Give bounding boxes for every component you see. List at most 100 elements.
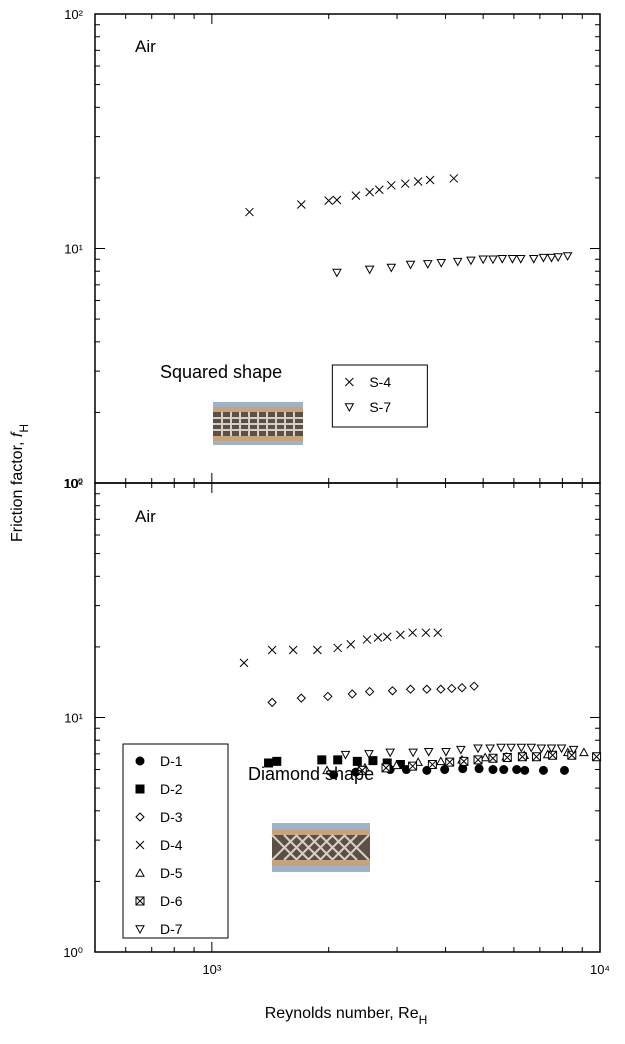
point [579,747,589,757]
point [440,765,450,775]
y-tick-label: 10¹ [64,242,83,257]
point [264,758,274,768]
point [538,253,549,263]
legend-marker [135,784,145,794]
point [324,196,334,205]
point [408,628,417,638]
point [506,743,516,753]
photo-diamond [271,823,370,872]
annotation: Squared shape [160,362,282,382]
legend-label: D-2 [160,781,183,797]
point [473,744,483,754]
point [408,761,418,771]
point [245,207,254,217]
point [441,747,451,757]
point [458,764,468,774]
point [436,258,447,268]
point [485,744,495,754]
y-axis-label-var: f [9,431,26,437]
point [556,744,567,754]
point [340,750,351,760]
point [466,256,476,266]
point [365,187,374,197]
y-tick-label: 10⁰ [63,476,83,491]
point [507,254,518,264]
point [296,693,307,703]
legend-label: D-3 [160,809,183,825]
point [422,684,432,694]
point [497,254,508,264]
point [559,765,569,775]
point [553,253,563,263]
point [536,744,547,754]
point [373,633,383,643]
point [387,686,398,696]
point [488,753,498,763]
legend-marker [135,867,145,877]
point [528,254,539,264]
point [452,257,463,267]
legend-marker [135,756,145,766]
point [364,265,375,275]
point [400,179,410,189]
point [502,753,512,763]
point [592,752,602,762]
point [520,765,530,775]
y-axis-label-text: Friction factor, [9,437,26,542]
point [568,745,579,755]
x-tick-label: 10³ [202,962,221,977]
x-tick-label: 10⁴ [590,962,610,977]
point [368,756,378,766]
point [313,645,322,655]
point [421,628,431,638]
point [516,743,527,753]
point [267,645,277,655]
photo-band [213,436,303,441]
point [480,752,491,762]
point [267,697,277,708]
point [381,763,391,773]
legend-label: S-4 [369,374,391,390]
point [408,748,418,758]
point [333,755,343,765]
photo-squared [213,402,303,445]
legend-label: D-4 [160,837,183,853]
x-axis-label-sub: H [419,1013,428,1027]
point [512,765,522,775]
point [332,195,342,205]
point [333,643,343,653]
y-tick-label: 10² [64,7,83,22]
point [473,755,483,765]
y-tick-label: 10² [64,476,83,491]
point [546,744,557,754]
y-axis-label-sub: H [17,424,31,433]
point [317,755,327,765]
legend-label: D-5 [160,865,183,881]
point [386,180,396,190]
point [538,765,548,775]
x-axis-label-text: Reynolds number, Re [265,1005,419,1022]
point [478,255,489,265]
y-axis-label: Friction factor, fH [9,424,31,542]
point [546,253,557,263]
point [272,756,282,766]
legend-box [331,364,428,428]
legend-label: D-6 [160,893,183,909]
point [239,658,249,668]
point [427,760,437,770]
photo-grid [271,834,370,861]
point [474,764,484,774]
point [386,263,397,273]
point [382,632,392,642]
point [364,686,375,697]
annotation: Air [135,37,156,56]
legend-label: S-7 [369,399,391,415]
legend-marker [135,896,145,906]
point [364,750,374,759]
point [445,757,455,767]
point [422,260,433,269]
legend-marker [344,403,355,413]
legend-marker [135,812,145,822]
photo-band [272,860,370,866]
point [296,200,306,209]
